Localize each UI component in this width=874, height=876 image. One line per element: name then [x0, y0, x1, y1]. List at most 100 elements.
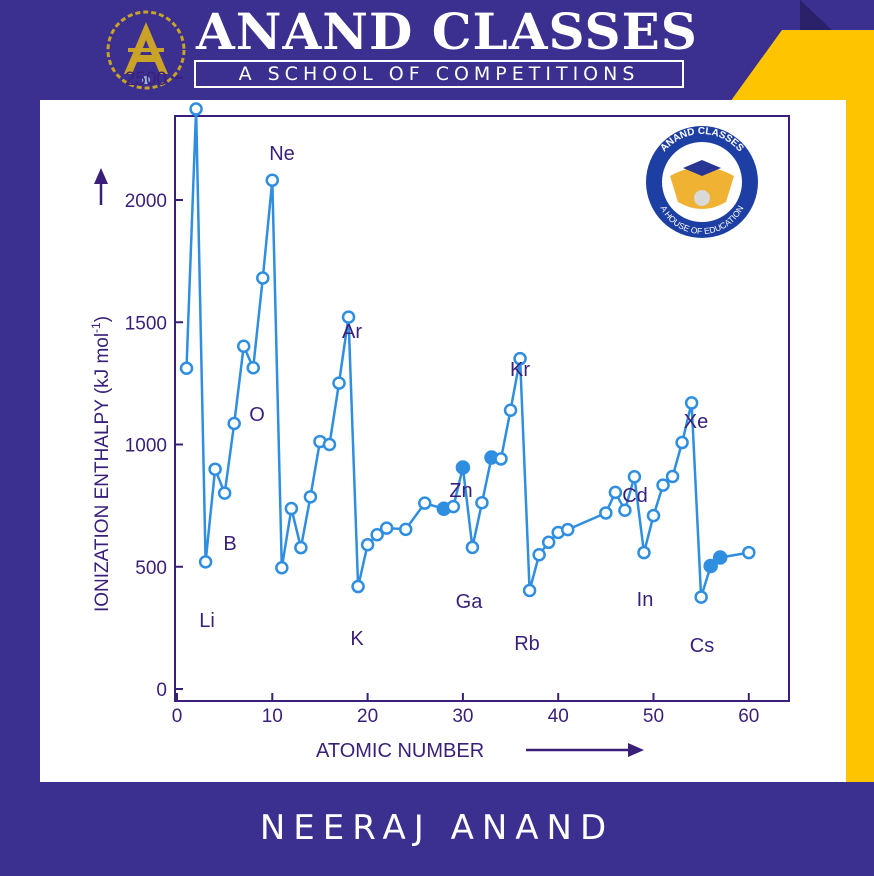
data-point [608, 485, 623, 500]
data-point [541, 535, 556, 550]
data-point [256, 271, 270, 285]
element-label-rb: Rb [514, 633, 540, 655]
y-tick-label: 1000 [125, 436, 167, 457]
y-axis-label-main: IONIZATION ENTHALPY (kJ mol [92, 333, 113, 612]
data-point [513, 351, 527, 366]
data-point [475, 495, 489, 510]
data-point [341, 310, 356, 324]
element-label-b: B [223, 533, 236, 555]
data-point [465, 540, 480, 555]
x-tick-label: 50 [643, 706, 664, 727]
data-point [712, 550, 728, 565]
data-point [494, 452, 508, 466]
element-label-ne: Ne [269, 143, 295, 165]
data-point [360, 537, 375, 552]
anand-logo-icon [106, 10, 186, 90]
ionization-enthalpy-series [185, 107, 750, 599]
element-labels: Li B O Ne Ar K Zn Ga Kr Rb Cd In Xe Cs [199, 143, 714, 657]
data-point [284, 501, 299, 516]
data-point [627, 470, 642, 484]
yellow-accent-stripe [846, 30, 874, 790]
y-axis-label: IONIZATION ENTHALPY (kJ mol-1) [89, 316, 113, 612]
element-label-ga: Ga [456, 591, 484, 613]
x-axis-arrow [526, 743, 644, 757]
data-point [322, 437, 337, 452]
y-tick-label: 2500 [125, 69, 167, 90]
element-label-o: O [249, 404, 265, 426]
data-point [208, 462, 222, 476]
element-label-cs: Cs [690, 635, 714, 657]
data-point [684, 396, 699, 410]
x-tick-label: 10 [262, 706, 283, 727]
element-label-in: In [637, 589, 654, 611]
data-point [332, 376, 346, 390]
x-axis-label: ATOMIC NUMBER [316, 740, 484, 762]
data-point [599, 506, 613, 520]
y-tick-label: 0 [156, 680, 167, 701]
footer-band [0, 782, 874, 876]
series-line [185, 107, 750, 599]
data-point [618, 503, 632, 518]
data-point [503, 403, 518, 418]
data-point [236, 339, 251, 353]
data-point [694, 590, 708, 604]
data-point [198, 555, 213, 569]
y-tick-label: 500 [135, 558, 167, 579]
author-name: NEERAJ ANAND [259, 808, 615, 848]
brand-title: ANAND CLASSES [196, 2, 698, 61]
data-point [646, 508, 661, 523]
data-point [217, 486, 232, 500]
data-point [246, 360, 260, 375]
data-point [370, 527, 384, 542]
anand-classes-badge-icon: ANAND CLASSES A HOUSE OF EDUCATION [646, 126, 758, 238]
y-tick-label: 2000 [125, 191, 167, 212]
data-point [665, 469, 680, 484]
data-point [742, 545, 756, 560]
plot-frame [174, 115, 790, 702]
data-point [522, 583, 537, 598]
left-border [0, 100, 40, 790]
x-tick-label: 60 [738, 706, 759, 727]
element-label-k: K [350, 628, 364, 650]
y-tick-labels: 0 500 1000 1500 2000 2500 [125, 69, 167, 701]
data-point [227, 416, 241, 431]
data-point [560, 522, 575, 537]
x-tick-label: 30 [452, 706, 473, 727]
data-point [398, 522, 413, 537]
data-point [637, 545, 651, 560]
element-label-ar: Ar [342, 321, 362, 343]
data-point [294, 540, 308, 555]
element-label-xe: Xe [684, 411, 708, 433]
data-point [275, 560, 289, 575]
data-point [532, 548, 546, 562]
element-label-cd: Cd [622, 485, 648, 507]
tick-marks [175, 76, 750, 701]
y-tick-label: 1500 [125, 313, 167, 334]
data-point [265, 173, 280, 187]
data-point [179, 361, 194, 375]
element-label-kr: Kr [510, 359, 530, 381]
data-point [703, 558, 718, 574]
brand-subtitle: A SCHOOL OF COMPETITIONS [194, 60, 684, 88]
data-point [351, 579, 365, 594]
x-tick-label: 20 [357, 706, 378, 727]
data-point [455, 460, 471, 475]
x-tick-label: 40 [548, 706, 569, 727]
data-point [675, 435, 689, 450]
x-tick-label: 0 [172, 706, 183, 727]
data-point [303, 490, 318, 504]
data-point [446, 499, 461, 514]
data-point [656, 478, 670, 492]
element-label-zn: Zn [449, 480, 472, 502]
y-axis-arrow [94, 168, 108, 205]
data-point [189, 102, 203, 116]
data-point [379, 521, 394, 535]
y-axis-label-sup: -1 [89, 322, 103, 333]
x-tick-labels: 0 10 20 30 40 50 60 [172, 706, 760, 727]
data-point [418, 496, 432, 510]
series-points [179, 102, 756, 604]
y-axis-label-close: ) [92, 316, 113, 322]
element-label-li: Li [199, 610, 215, 632]
